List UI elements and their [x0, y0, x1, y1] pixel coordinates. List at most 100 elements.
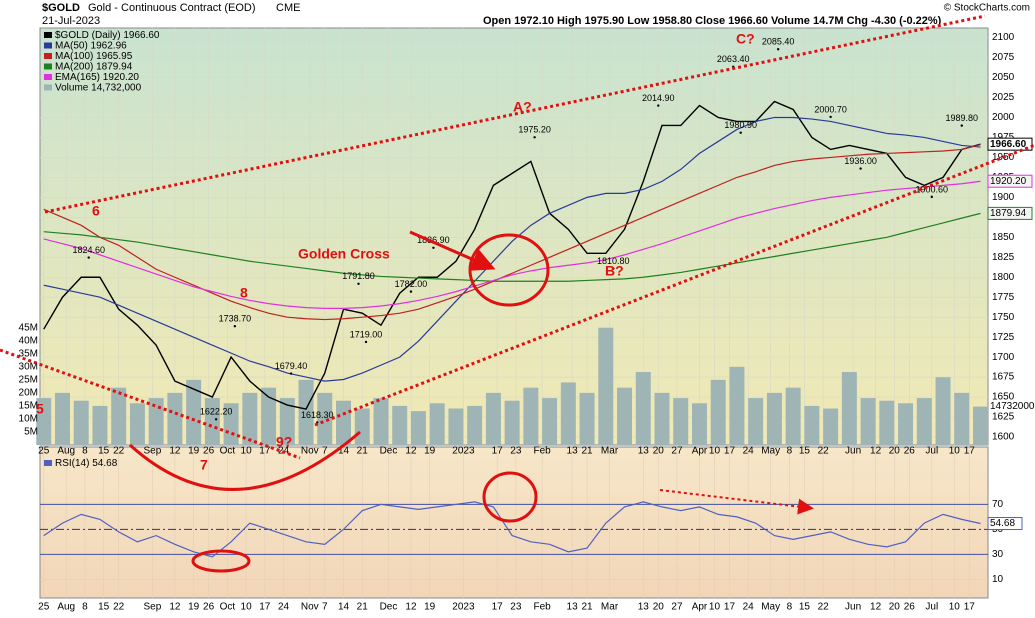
- y-tick-label: 1600: [992, 432, 1015, 443]
- x-tick-label: 15: [799, 602, 811, 613]
- pivot-label: 1791.80: [342, 271, 375, 281]
- pivot-point: [364, 340, 368, 344]
- x-tick-label: 8: [787, 446, 793, 457]
- y-tick-label: 1975: [992, 132, 1015, 143]
- volume-tick-label: 5M: [24, 427, 38, 438]
- legend-swatch: [44, 32, 52, 38]
- wave-label: 8: [240, 285, 248, 301]
- x-tick-label: Nov: [301, 602, 319, 613]
- legend-swatch: [44, 53, 52, 59]
- x-tick-label: 7: [322, 446, 328, 457]
- pivot-point: [739, 131, 742, 134]
- volume-bar: [504, 400, 520, 445]
- pivot-label: 1836.90: [417, 235, 450, 245]
- volume-bar: [954, 392, 970, 445]
- volume-bar: [242, 392, 258, 445]
- y-tick-label: 1900: [992, 192, 1015, 203]
- x-tick-label: 17: [724, 446, 736, 457]
- pivot-label: 1719.00: [350, 329, 383, 339]
- volume-bar: [36, 398, 52, 445]
- volume-tick-label: 40M: [19, 335, 38, 346]
- x-tick-label: May: [761, 602, 780, 613]
- x-tick-label: 26: [203, 446, 215, 457]
- price-badge: [987, 137, 1033, 151]
- volume-bar: [973, 406, 988, 445]
- rsi-tick-label: 70: [992, 499, 1004, 510]
- volume-bar: [279, 398, 295, 445]
- x-tick-label: 17: [724, 602, 736, 613]
- rsi-tick-label: 10: [992, 574, 1004, 585]
- volume-bar: [804, 405, 820, 445]
- pivot-point: [214, 418, 218, 421]
- x-tick-label: Dec: [380, 602, 398, 613]
- pivot-label: 2063.40: [717, 54, 750, 64]
- volume-bar: [410, 411, 426, 445]
- volume-tick-label: 35M: [19, 348, 38, 359]
- golden-cross-label: Golden Cross: [298, 246, 390, 262]
- volume-bar: [935, 377, 951, 445]
- volume-bar: [467, 405, 483, 445]
- series-line: [43, 212, 981, 282]
- x-tick-label: 10: [241, 446, 253, 457]
- pivot-point: [533, 136, 536, 139]
- x-tick-label: 23: [510, 446, 522, 457]
- x-tick-label: 12: [870, 446, 882, 457]
- volume-bar: [654, 392, 670, 445]
- volume-bar: [92, 405, 108, 445]
- y-tick-label: 2100: [992, 32, 1015, 43]
- x-tick-label: 21: [582, 602, 594, 613]
- volume-bar: [766, 392, 782, 445]
- volume-bar: [298, 379, 314, 445]
- x-tick-label: 17: [492, 446, 504, 457]
- volume-bar: [317, 392, 333, 445]
- x-tick-label: May: [761, 446, 780, 457]
- x-tick-label: 10: [241, 602, 253, 613]
- pivot-point: [409, 290, 413, 293]
- x-tick-label: 27: [671, 602, 683, 613]
- volume-bar: [710, 379, 726, 445]
- x-tick-label: Apr: [692, 446, 708, 457]
- rsi-panel: [39, 446, 989, 599]
- x-tick-label: 8: [82, 446, 88, 457]
- pivot-point: [930, 195, 933, 199]
- y-tick-label: 1700: [992, 352, 1015, 363]
- x-tick-label: 14: [338, 602, 350, 613]
- x-tick-label: 21: [357, 446, 369, 457]
- x-tick-label: 17: [492, 602, 504, 613]
- volume-bar: [898, 403, 914, 445]
- legend-swatch: [44, 74, 52, 80]
- volume-bar: [336, 400, 352, 445]
- pivot-point: [612, 267, 615, 270]
- hand-marks: [128, 230, 550, 573]
- x-tick-label: 14: [338, 446, 350, 457]
- volume-bar: [148, 398, 164, 445]
- x-tick-label: Mar: [601, 602, 619, 613]
- legend-swatch: [44, 460, 52, 466]
- volume-bar: [748, 398, 764, 445]
- legend-entry: EMA(165) 1920.20: [55, 72, 139, 83]
- pivot-point: [87, 256, 90, 259]
- x-tick-label: Jul: [925, 446, 938, 457]
- x-tick-label: 8: [787, 602, 793, 613]
- price-badge: [987, 206, 1033, 220]
- x-tick-label: 21: [582, 446, 594, 457]
- x-tick-label: 20: [889, 602, 901, 613]
- pivot-label: 1810.80: [597, 256, 630, 266]
- x-tick-label: Jul: [925, 602, 938, 613]
- x-tick-label: Apr: [692, 602, 708, 613]
- pivot-label: 1618.30: [301, 410, 334, 420]
- x-tick-label: 12: [169, 446, 181, 457]
- volume-bar: [579, 392, 595, 445]
- x-tick-label: 7: [322, 602, 328, 613]
- x-tick-label: 22: [113, 602, 125, 613]
- series-line: [43, 116, 981, 382]
- pivot-point: [357, 282, 360, 285]
- price-badge-label: 1920.20: [990, 176, 1027, 187]
- x-tick-label: 12: [870, 602, 882, 613]
- x-tick-label: 12: [405, 446, 417, 457]
- x-tick-label: 13: [638, 602, 650, 613]
- x-tick-label: 26: [904, 446, 916, 457]
- x-tick-label: 2023: [452, 446, 475, 457]
- pivot-label: 2000.70: [814, 104, 847, 114]
